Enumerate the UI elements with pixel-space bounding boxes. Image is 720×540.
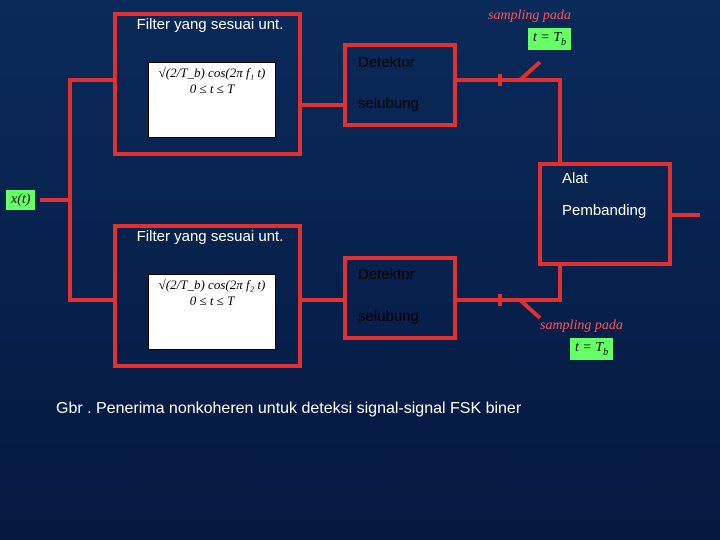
figure-caption: Gbr . Penerima nonkoheren untuk deteksi … (56, 400, 521, 418)
alat-label: Alat (562, 170, 588, 187)
det1-label: Detektor (358, 54, 415, 71)
input-signal: x(t) (6, 190, 35, 210)
filter2-label: Filter yang sesuai unt. (135, 228, 285, 245)
pemb-label: Pembanding (562, 202, 646, 219)
diagram-stage: x(t) Filter yang sesuai unt. √(2/T_b) co… (0, 0, 720, 540)
filter2-eq: √(2/T_b) cos(2π f₂ t) 0 ≤ t ≤ T (148, 274, 276, 350)
samp1-label: sampling pada (488, 8, 571, 24)
sel1-label: selubung (358, 95, 419, 112)
filter1-label: Filter yang sesuai unt. (135, 16, 285, 33)
samp2-eq: t = Tb (570, 338, 613, 360)
sel2-label: selubung (358, 308, 419, 325)
filter1-eq: √(2/T_b) cos(2π f₁ t) 0 ≤ t ≤ T (148, 62, 276, 138)
samp2-label: sampling pada (540, 318, 623, 334)
det2-label: Detektor (358, 266, 415, 283)
samp1-eq: t = Tb (528, 28, 571, 50)
